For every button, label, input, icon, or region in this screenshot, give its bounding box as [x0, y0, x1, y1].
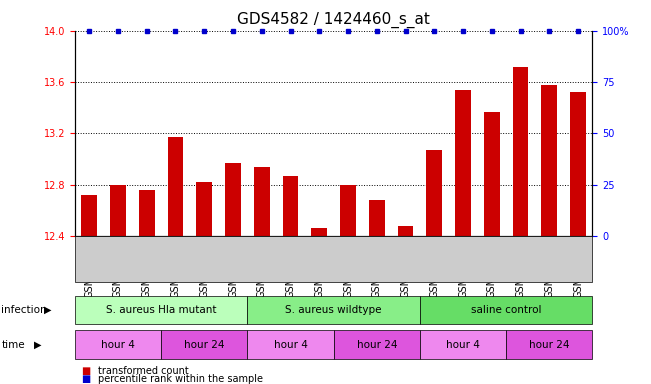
Text: time: time [1, 339, 25, 350]
Bar [512, 67, 529, 236]
Bar [225, 163, 241, 236]
Bar [398, 226, 413, 236]
Bar [455, 90, 471, 236]
Text: percentile rank within the sample: percentile rank within the sample [98, 374, 262, 384]
Bar [426, 150, 442, 236]
Bar [81, 195, 97, 236]
Bar [110, 185, 126, 236]
Text: hour 24: hour 24 [184, 339, 225, 350]
Text: ■: ■ [81, 374, 90, 384]
Text: ▶: ▶ [34, 339, 42, 350]
Text: hour 4: hour 4 [273, 339, 307, 350]
Bar [311, 228, 327, 236]
Text: hour 24: hour 24 [357, 339, 397, 350]
Text: GDS4582 / 1424460_s_at: GDS4582 / 1424460_s_at [237, 12, 430, 28]
Bar [283, 176, 298, 236]
Text: S. aureus Hla mutant: S. aureus Hla mutant [106, 305, 216, 315]
Bar [570, 93, 586, 236]
Text: ▶: ▶ [44, 305, 51, 315]
Bar [254, 167, 270, 236]
Text: transformed count: transformed count [98, 366, 188, 376]
Text: saline control: saline control [471, 305, 542, 315]
Bar [167, 137, 184, 236]
Bar [542, 84, 557, 236]
Text: hour 24: hour 24 [529, 339, 570, 350]
Text: S. aureus wildtype: S. aureus wildtype [285, 305, 382, 315]
Bar [340, 185, 356, 236]
Bar [139, 190, 155, 236]
Text: hour 4: hour 4 [101, 339, 135, 350]
Text: infection: infection [1, 305, 47, 315]
Bar [484, 112, 500, 236]
Bar [197, 182, 212, 236]
Bar [369, 200, 385, 236]
Text: hour 4: hour 4 [446, 339, 480, 350]
Text: ■: ■ [81, 366, 90, 376]
